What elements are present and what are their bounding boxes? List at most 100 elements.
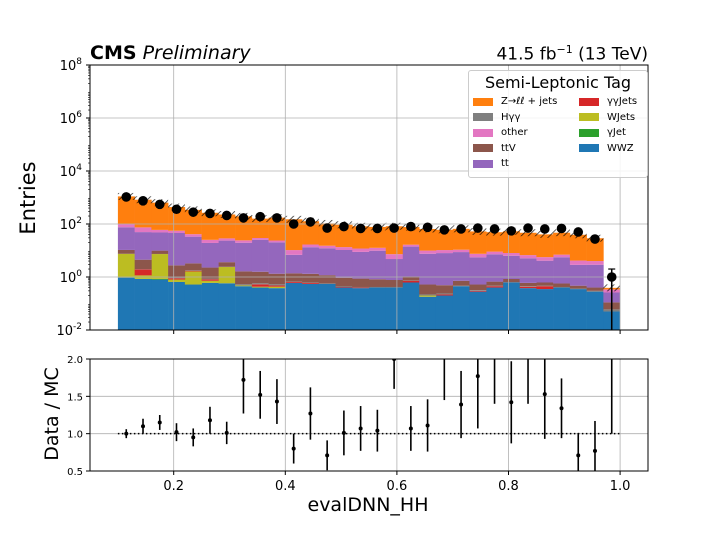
bar-Zjets-15 bbox=[369, 226, 387, 248]
legend-swatch-0 bbox=[473, 97, 493, 106]
bar-ttV-7 bbox=[235, 271, 253, 285]
legend-swatch-5 bbox=[579, 128, 599, 137]
legend-item-6: ttV bbox=[473, 143, 516, 154]
y-axis-label-main: Entries bbox=[16, 161, 40, 235]
bar-other-20 bbox=[452, 249, 470, 253]
bar-WWZ-16 bbox=[385, 287, 403, 330]
bar-WWZ-10 bbox=[285, 282, 303, 330]
ratio-point-22 bbox=[493, 350, 497, 354]
bar-other-12 bbox=[318, 245, 336, 249]
bar-WJets-6 bbox=[218, 267, 236, 284]
data-point-6 bbox=[221, 210, 232, 221]
bar-ttV-27 bbox=[569, 285, 587, 289]
bar-tt-8 bbox=[251, 239, 269, 272]
ratio-point-25 bbox=[542, 392, 547, 397]
bar-Zjets-2 bbox=[151, 202, 169, 230]
lumi-value: 41.5 fb bbox=[496, 44, 557, 65]
bar-Jets-22 bbox=[486, 286, 504, 288]
bar-Jets-13 bbox=[335, 286, 353, 288]
bar-ttV-23 bbox=[502, 279, 520, 283]
bar-tt-26 bbox=[553, 257, 571, 284]
bar-ttV-16 bbox=[385, 280, 403, 287]
ratio-point-7 bbox=[241, 377, 246, 382]
bar-ttV-10 bbox=[285, 273, 303, 282]
bar-ttV-20 bbox=[452, 280, 470, 286]
bar-H-25 bbox=[536, 285, 554, 287]
bar-tt-12 bbox=[318, 248, 336, 276]
legend-item-5: γJet bbox=[579, 127, 626, 138]
legend-label-2: Hγγ bbox=[501, 111, 521, 123]
bar-Zjets-4 bbox=[184, 209, 202, 235]
ratio-point-21 bbox=[475, 374, 480, 379]
bar-tt-4 bbox=[184, 236, 202, 264]
bar-ttV-19 bbox=[435, 285, 453, 294]
main-y-tick-exp-4: 6 bbox=[76, 110, 82, 120]
bar-tt-1 bbox=[134, 232, 152, 260]
ratio-point-13 bbox=[341, 430, 346, 435]
bar-Zjets-8 bbox=[251, 218, 269, 239]
bar-Zjets-9 bbox=[268, 217, 286, 241]
data-point-16 bbox=[389, 223, 399, 233]
bar-Jets-3 bbox=[168, 278, 186, 280]
bar-tt-13 bbox=[335, 250, 353, 278]
bar-other-1 bbox=[134, 227, 152, 233]
bar-Zjets-23 bbox=[502, 231, 520, 254]
bar-other-4 bbox=[184, 234, 202, 237]
bar-H-21 bbox=[469, 290, 487, 291]
bar-ttV-22 bbox=[486, 281, 504, 286]
ratio-point-6 bbox=[224, 430, 229, 435]
main-y-tick-label-0: 10-2 bbox=[56, 322, 82, 339]
ratio-point-10 bbox=[291, 446, 296, 451]
data-points bbox=[121, 192, 617, 330]
bar-WWZ-7 bbox=[235, 286, 253, 330]
bar-Jets-21 bbox=[469, 290, 487, 292]
legend-label-4: other bbox=[501, 127, 528, 138]
bar-WWZ-21 bbox=[469, 291, 487, 330]
bar-Jets-11 bbox=[302, 282, 320, 284]
data-point-14 bbox=[355, 223, 366, 234]
bar-ttV-14 bbox=[352, 278, 370, 287]
data-point-25 bbox=[539, 224, 550, 234]
bar-ttV-9 bbox=[268, 273, 286, 285]
bar-H-24 bbox=[519, 286, 537, 287]
bar-WWZ-18 bbox=[419, 296, 437, 330]
bar-WWZ-27 bbox=[569, 289, 587, 330]
bar-ttV-28 bbox=[586, 287, 604, 291]
main-y-tick-label-3: 104 bbox=[60, 163, 83, 180]
bar-H-19 bbox=[435, 293, 453, 295]
bar-other-17 bbox=[402, 244, 420, 247]
bar-Jets-24 bbox=[519, 286, 537, 289]
bar-tt-22 bbox=[486, 254, 504, 282]
ratio-point-14 bbox=[358, 426, 363, 431]
legend-swatch-6 bbox=[473, 144, 493, 152]
bar-H-3 bbox=[168, 277, 186, 279]
ratio-point-2 bbox=[157, 420, 162, 425]
bar-other-18 bbox=[419, 250, 437, 254]
main-y-tick-label-4: 106 bbox=[60, 110, 83, 127]
main-y-tick-label-1: 100 bbox=[60, 269, 83, 286]
bar-Zjets-22 bbox=[486, 232, 504, 252]
bar-WWZ-19 bbox=[435, 295, 453, 330]
bar-ttV-21 bbox=[469, 284, 487, 291]
ratio-point-12 bbox=[325, 453, 330, 458]
bar-Jet-2 bbox=[151, 278, 169, 280]
ratio-point-11 bbox=[308, 411, 313, 416]
bar-WWZ-13 bbox=[335, 287, 353, 330]
ratio-point-29 bbox=[610, 342, 614, 346]
data-point-13 bbox=[339, 221, 349, 232]
bar-WJets-0 bbox=[117, 253, 135, 278]
bar-tt-11 bbox=[302, 247, 320, 274]
data-point-10 bbox=[288, 219, 299, 229]
legend-swatch-2 bbox=[473, 113, 493, 121]
bar-other-23 bbox=[502, 253, 520, 256]
ratio-x-tick-label-0: 0.2 bbox=[163, 479, 184, 494]
bar-Zjets-10 bbox=[285, 219, 303, 251]
bar-ttV-1 bbox=[134, 259, 152, 270]
legend-label-0: Z→ℓℓ + jets bbox=[501, 96, 558, 107]
bar-Zjets-1 bbox=[134, 199, 152, 228]
bar-Zjets-24 bbox=[519, 232, 537, 256]
legend-label-8: tt bbox=[501, 158, 509, 169]
legend-item-0: Z→ℓℓ + jets bbox=[473, 96, 557, 107]
bar-WJets-5 bbox=[201, 280, 219, 283]
legend-swatch-8 bbox=[473, 159, 493, 168]
